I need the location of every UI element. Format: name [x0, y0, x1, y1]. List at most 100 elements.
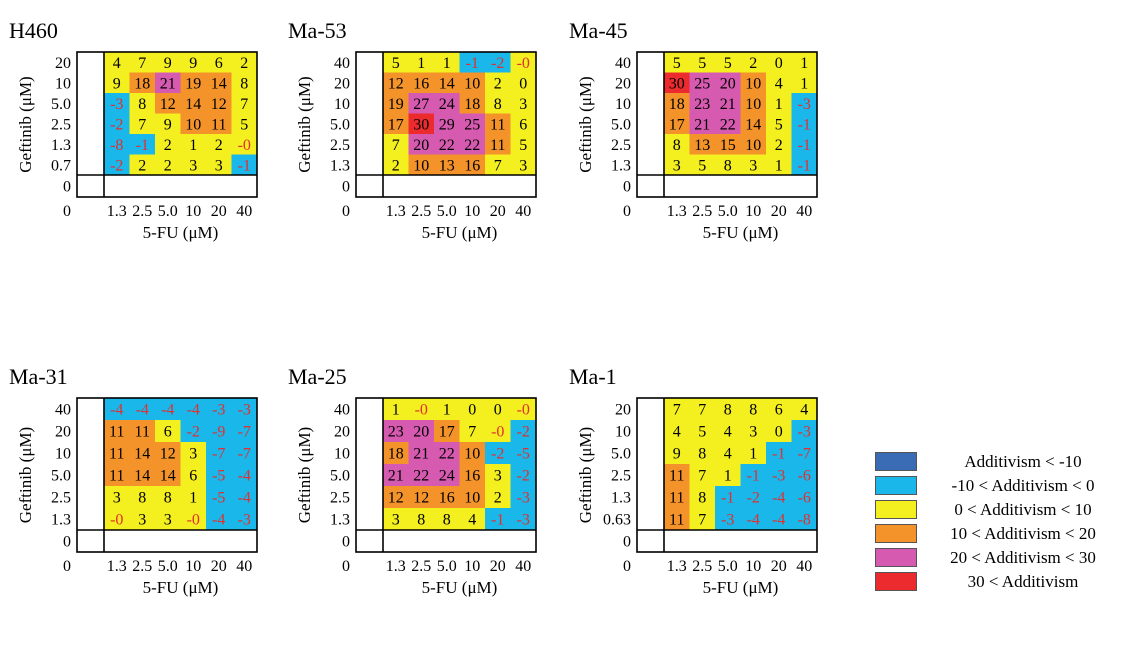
cell-label: 4: [724, 446, 732, 463]
cell-label: 1: [749, 446, 757, 463]
cell-label: 12: [211, 96, 227, 113]
cell-label: 6: [164, 424, 172, 441]
cell-label: 4: [775, 75, 783, 92]
cell-label: 15: [720, 137, 736, 154]
cell-label: -9: [212, 424, 225, 441]
cell-label: 22: [720, 116, 736, 133]
panel-frame: [355, 51, 537, 198]
heatmap-cell: [408, 113, 435, 135]
heatmap-cell: [485, 93, 511, 114]
y-tick-label: 5.0: [51, 96, 71, 113]
heatmap-cell: [715, 420, 741, 443]
heatmap-cell: [206, 154, 232, 176]
cell-label: 17: [669, 116, 685, 133]
heatmap-cell: [459, 398, 486, 421]
cell-label: -2: [491, 55, 504, 72]
legend-label: 30 < Additivism: [967, 572, 1079, 591]
x-tick-label: 2.5: [132, 203, 152, 220]
cell-label: 14: [134, 468, 150, 485]
heatmap-cell: [791, 442, 818, 465]
heatmap-cell: [485, 72, 511, 94]
heatmap-cell: [408, 420, 435, 443]
heatmap-cell: [180, 486, 207, 509]
cell-label: 8: [494, 96, 502, 113]
cell-label: 1: [189, 137, 197, 154]
heatmap-cell: [434, 420, 460, 443]
x-tick-label: 40: [515, 558, 531, 575]
heatmap-cell: [129, 398, 156, 421]
cell-label: 10: [745, 137, 761, 154]
legend-item: 10 < Additivism < 20: [875, 524, 1125, 545]
heatmap-cell: [740, 398, 767, 421]
cell-label: 11: [211, 116, 226, 133]
cell-label: 3: [215, 157, 223, 174]
heatmap-cell: [231, 486, 258, 509]
heatmap-cell: [791, 72, 818, 94]
cell-label: 5: [698, 157, 706, 174]
heatmap-cell: [485, 134, 511, 155]
heatmap-cell: [510, 464, 537, 487]
y-tick-label: 0.63: [603, 512, 631, 529]
cell-label: -2: [491, 446, 504, 463]
y-axis-label: Geftinib (μM): [295, 76, 314, 172]
panel-title: Ma-25: [288, 364, 347, 389]
heatmap-cell: [510, 420, 537, 443]
cell-label: 1: [775, 96, 783, 113]
cell-label: -8: [110, 137, 123, 154]
cell-label: 20: [413, 424, 429, 441]
heatmap-cell: [485, 113, 511, 135]
heatmap-cell: [766, 486, 792, 509]
cell-label: -1: [798, 157, 811, 174]
cell-label: 3: [749, 157, 757, 174]
cell-label: -4: [136, 402, 149, 419]
cell-label: -3: [238, 512, 251, 529]
heatmap-cell: [180, 93, 207, 114]
heatmap-cell: [206, 72, 232, 94]
legend-label: 10 < Additivism < 20: [950, 524, 1096, 543]
cell-label: -7: [798, 446, 811, 463]
heatmap-cell: [459, 464, 486, 487]
cell-label: 8: [443, 512, 451, 529]
heatmap-cell: [689, 154, 716, 176]
heatmap-cell: [485, 154, 511, 176]
cell-label: -4: [747, 512, 760, 529]
cell-label: -3: [110, 96, 123, 113]
heatmap-cell: [715, 72, 741, 94]
heatmap-cell: [129, 93, 156, 114]
cell-label: 19: [185, 75, 201, 92]
heatmap-cell: [766, 154, 792, 176]
heatmap-cell: [510, 508, 537, 531]
cell-label: 3: [189, 157, 197, 174]
heatmap-cell: [129, 486, 156, 509]
cell-label: 10: [185, 116, 201, 133]
x-tick-label: 5.0: [437, 203, 457, 220]
y-tick-label: 5.0: [51, 468, 71, 485]
cell-label: 6: [519, 116, 527, 133]
heatmap-cell: [766, 508, 792, 531]
cell-label: 23: [388, 424, 404, 441]
cell-label: -4: [772, 490, 785, 507]
heatmap-cell: [206, 93, 232, 114]
cell-label: 7: [673, 402, 681, 419]
heatmap-cell: [155, 154, 181, 176]
cell-label: 0: [775, 424, 783, 441]
heatmap-cell: [155, 113, 181, 135]
heatmap-cell: [459, 134, 486, 155]
cell-label: 7: [698, 512, 706, 529]
y-axis-label: Geftinib (μM): [295, 427, 314, 523]
cell-label: -4: [772, 512, 785, 529]
cell-label: 18: [464, 96, 480, 113]
heatmap-cell: [104, 52, 130, 73]
cell-label: 2: [494, 490, 502, 507]
heatmap-cell: [689, 486, 716, 509]
cell-label: 18: [669, 96, 685, 113]
cell-label: 8: [417, 512, 425, 529]
cell-label: 0: [468, 402, 476, 419]
cell-label: -1: [491, 512, 504, 529]
heatmap-cell: [689, 442, 716, 465]
heatmap-cell: [791, 464, 818, 487]
cell-label: 3: [494, 468, 502, 485]
heatmap-cell: [383, 52, 409, 73]
heatmap-cell: [766, 398, 792, 421]
